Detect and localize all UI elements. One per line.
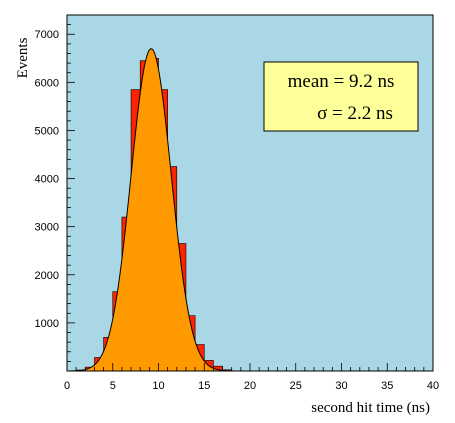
y-tick-label: 4000 bbox=[35, 174, 59, 186]
y-tick-label: 2000 bbox=[35, 270, 59, 282]
mean-label: mean = 9.2 ns bbox=[288, 71, 395, 92]
x-tick-label: 5 bbox=[110, 380, 116, 392]
y-tick-label: 6000 bbox=[35, 77, 59, 89]
x-tick-label: 20 bbox=[244, 380, 256, 392]
x-axis-title: second hit time (ns) bbox=[311, 400, 430, 416]
x-tick-label: 30 bbox=[335, 380, 347, 392]
x-tick-label: 35 bbox=[381, 380, 393, 392]
x-tick-label: 15 bbox=[198, 380, 210, 392]
y-tick-label: 1000 bbox=[35, 318, 59, 330]
stats-box: mean = 9.2 ns σ = 2.2 ns bbox=[263, 61, 419, 132]
x-tick-label: 0 bbox=[64, 380, 70, 392]
y-tick-label: 3000 bbox=[35, 222, 59, 234]
x-tick-label: 10 bbox=[152, 380, 164, 392]
y-tick-label: 7000 bbox=[35, 29, 59, 41]
x-tick-label: 25 bbox=[290, 380, 302, 392]
fit-curve-area bbox=[70, 48, 233, 372]
stats-box-background bbox=[263, 61, 419, 132]
y-axis-title: Events bbox=[15, 37, 31, 78]
axes-layer: 0 5 10 15 20 25 30 35 40 1000 2000 3000 4000 5000 6000… bbox=[35, 14, 439, 392]
x-tick-label: 40 bbox=[427, 380, 439, 392]
y-tick-label: 5000 bbox=[35, 125, 59, 137]
sigma-label: σ = 2.2 ns bbox=[317, 103, 393, 124]
